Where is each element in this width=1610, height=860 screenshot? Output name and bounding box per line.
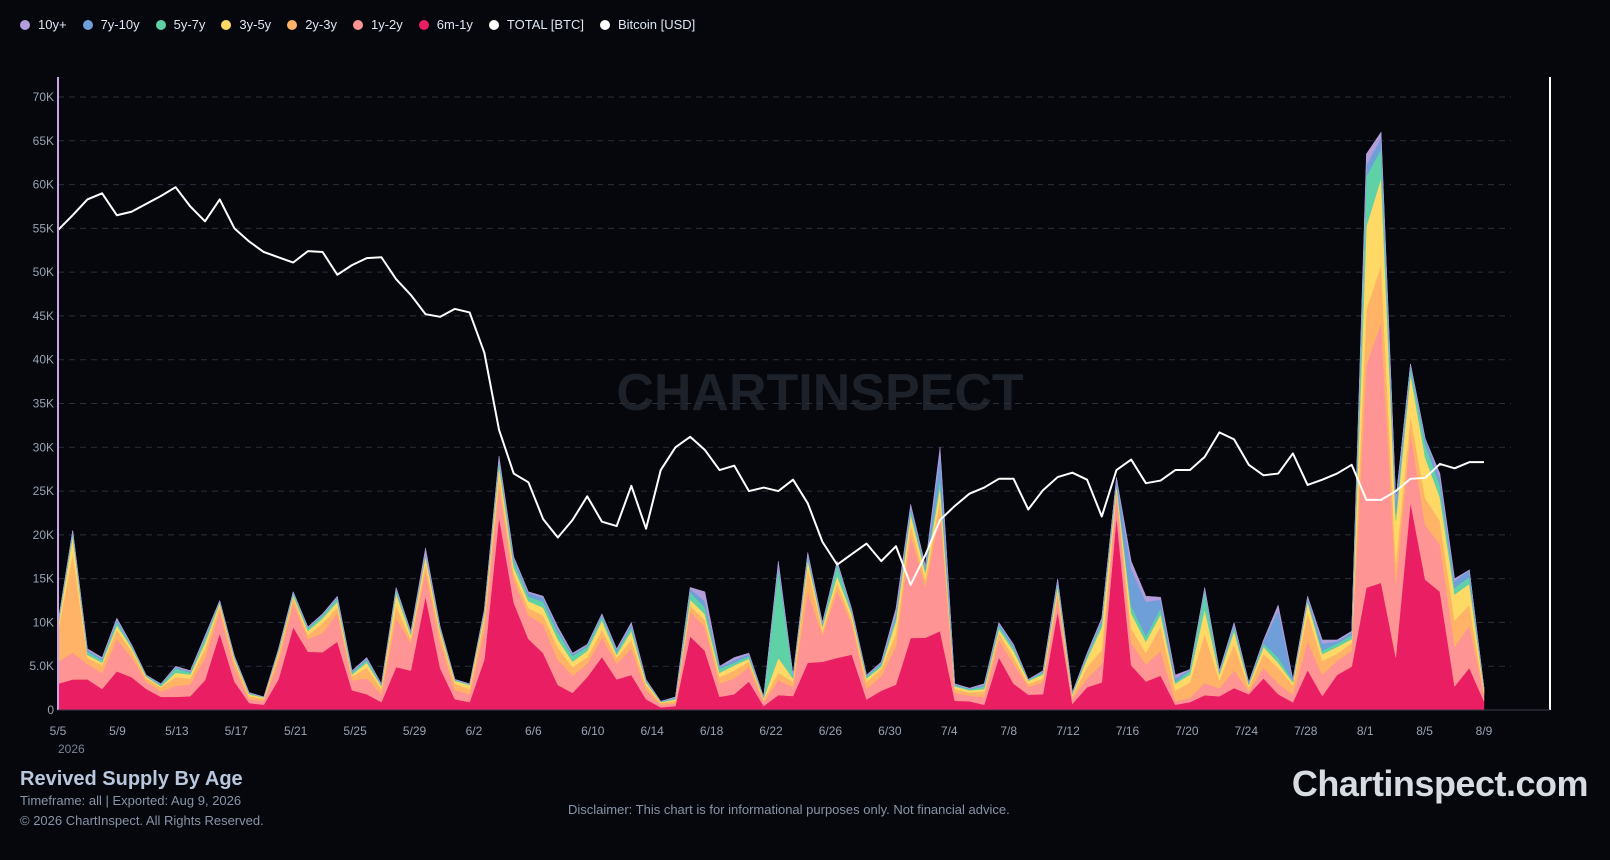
x-tick-label: 7/16 — [1116, 724, 1140, 738]
export-meta: Timeframe: all | Exported: Aug 9, 2026 — [20, 793, 242, 808]
legend-label: 7y-10y — [100, 17, 140, 32]
legend-label: Bitcoin [USD] — [617, 17, 696, 32]
x-tick-label: 5/21 — [284, 724, 308, 738]
watermark: CHARTINSPECT — [616, 364, 1024, 422]
legend-item[interactable]: 10y+ — [20, 17, 67, 32]
brand-logo: Chartinspect.com — [1291, 763, 1589, 804]
y-tick-label: 45K — [33, 309, 54, 323]
area-10y+ — [57, 131, 1485, 702]
legend-dot-icon — [221, 19, 232, 30]
y-tick-label: 10K — [33, 615, 54, 629]
x-tick-label: 5/25 — [343, 724, 367, 738]
legend-item[interactable]: 7y-10y — [82, 17, 140, 32]
x-tick-label: 6/10 — [581, 724, 605, 738]
legend-item[interactable]: 6m-1y — [418, 17, 473, 32]
y-tick-label: 60K — [33, 178, 54, 192]
x-tick-label: 5/17 — [225, 724, 249, 738]
y-tick-label: 65K — [33, 134, 54, 148]
copyright: © 2026 ChartInspect. All Rights Reserved… — [20, 813, 264, 828]
x-year-label: 2026 — [58, 742, 85, 756]
legend-label: 5y-7y — [173, 17, 206, 32]
bitcoin-price-line — [57, 186, 1484, 586]
legend-dot-icon — [599, 19, 610, 30]
x-tick-label: 6/26 — [819, 724, 843, 738]
x-tick-label: 6/14 — [640, 724, 664, 738]
legend-dot-icon — [287, 19, 298, 30]
y-tick-label: 30K — [33, 440, 54, 454]
y-tick-label: 15K — [33, 572, 54, 586]
legend-dot-icon — [82, 19, 93, 30]
legend-item[interactable]: 3y-5y — [221, 17, 271, 32]
legend-dot-icon — [488, 19, 499, 30]
chart-title: Revived Supply By Age — [20, 768, 243, 790]
legend-dot-icon — [352, 19, 363, 30]
legend: 10y+ 7y-10y 5y-7y 3y-5y 2y-3y 1y-2y 6m-1y TOTAL… — [20, 17, 711, 32]
x-tick-label: 6/18 — [700, 724, 724, 738]
y-tick-label: 35K — [33, 397, 54, 411]
x-tick-label: 5/29 — [403, 724, 427, 738]
y-tick-label: 50K — [33, 265, 54, 279]
legend-item[interactable]: Bitcoin [USD] — [599, 17, 696, 32]
x-tick-label: 5/5 — [50, 724, 67, 738]
x-tick-label: 6/30 — [878, 724, 902, 738]
x-tick-label: 6/6 — [525, 724, 542, 738]
legend-label: 10y+ — [38, 17, 67, 32]
disclaimer: Disclaimer: This chart is for informatio… — [568, 802, 1010, 817]
y-tick-label: 25K — [33, 484, 54, 498]
legend-label: 3y-5y — [239, 17, 272, 32]
x-tick-label: 7/8 — [1000, 724, 1017, 738]
legend-item[interactable]: 1y-2y — [352, 17, 403, 32]
legend-item[interactable]: 2y-3y — [287, 17, 337, 32]
x-tick-label: 7/20 — [1175, 724, 1199, 738]
legend-item[interactable]: 5y-7y — [155, 17, 206, 32]
legend-label: 6m-1y — [436, 17, 473, 32]
y-tick-label: 40K — [33, 353, 54, 367]
y-tick-label: 55K — [33, 221, 54, 235]
x-tick-label: 5/9 — [109, 724, 126, 738]
y-tick-label: 70K — [33, 90, 54, 104]
legend-label: TOTAL [BTC] — [506, 17, 584, 32]
chart-canvas: CHARTINSPECT 0 5.0K 10K 15K 20K 25K 30K 35K 40K 45… — [29, 77, 1551, 756]
x-tick-label: 6/2 — [466, 724, 483, 738]
x-tick-label: 8/5 — [1416, 724, 1433, 738]
legend-dot-icon — [155, 19, 166, 30]
legend-label: 2y-3y — [305, 17, 337, 32]
area-5y-7y — [57, 148, 1485, 703]
y-tick-label: 0 — [47, 703, 54, 717]
x-tick-label: 7/12 — [1056, 724, 1080, 738]
x-tick-label: 7/28 — [1294, 724, 1318, 738]
x-tick-label: 7/24 — [1235, 724, 1259, 738]
x-tick-label: 8/9 — [1476, 724, 1493, 738]
x-tick-label: 5/13 — [165, 724, 189, 738]
x-tick-label: 6/22 — [759, 724, 783, 738]
y-tick-label: 5.0K — [29, 659, 54, 673]
y-tick-label: 20K — [33, 528, 54, 542]
legend-dot-icon — [20, 19, 30, 30]
x-tick-label: 7/4 — [941, 724, 958, 738]
legend-label: 1y-2y — [370, 17, 403, 32]
x-tick-label: 8/1 — [1357, 724, 1374, 738]
legend-dot-icon — [418, 19, 429, 30]
legend-item[interactable]: TOTAL [BTC] — [488, 17, 584, 32]
